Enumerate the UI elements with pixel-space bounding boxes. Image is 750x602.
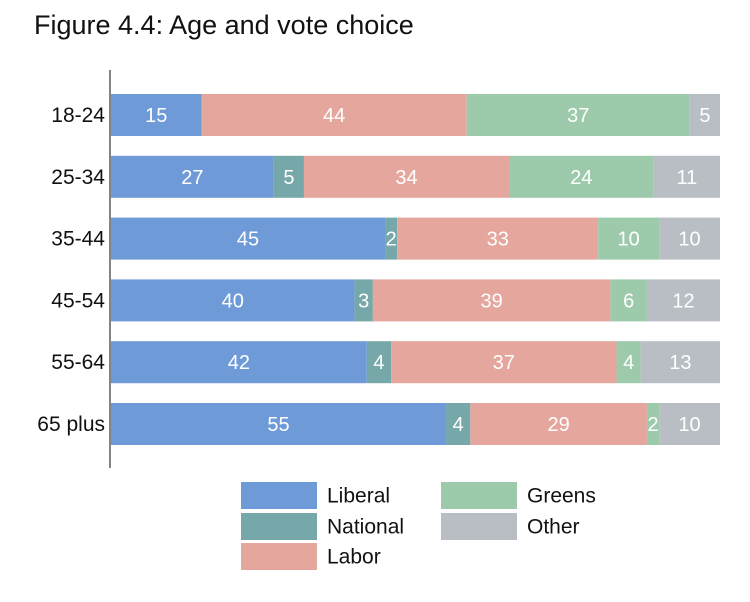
bar-other-55-64 [640,341,720,384]
legend-swatch-labor [241,543,317,570]
legend-swatch-greens [441,482,517,509]
data-label-liberal-18-24: 15 [145,105,167,127]
category-label-18-24: 18-24 [51,104,105,127]
bar-liberal-25-34 [111,155,274,198]
bar-other-35-44 [659,217,720,260]
bar-other-18-24 [689,94,720,136]
data-label-other-55-64: 13 [669,352,691,374]
bar-liberal-65-plus [111,403,446,445]
bar-greens-65-plus [646,403,660,445]
category-label-45-54: 45-54 [51,289,105,312]
bar-greens-35-44 [598,217,660,260]
legend-label-national: National [327,516,404,539]
data-label-other-18-24: 5 [699,105,710,127]
data-label-greens-45-54: 6 [623,290,634,312]
bar-liberal-45-54 [111,279,355,322]
legend-item-labor: Labor [241,543,381,570]
legend: Liberal National Labor Greens Other [241,482,596,570]
bar-national-55-64 [366,341,392,384]
legend-label-labor: Labor [327,546,381,569]
category-label-65-plus: 65 plus [37,413,105,436]
data-label-greens-25-34: 24 [570,167,592,189]
data-label-labor-65-plus: 29 [547,414,569,436]
data-label-liberal-55-64: 42 [228,352,250,374]
data-label-liberal-25-34: 27 [181,167,203,189]
legend-label-greens: Greens [527,485,596,508]
legend-swatch-national [241,513,317,540]
data-label-liberal-45-54: 40 [222,290,244,312]
bar-labor-55-64 [391,341,617,384]
data-label-labor-18-24: 44 [323,105,345,127]
data-label-other-25-34: 11 [676,167,697,189]
bar-liberal-35-44 [111,217,386,260]
data-label-liberal-35-44: 45 [237,229,259,251]
bar-greens-45-54 [610,279,647,322]
category-label-35-44: 35-44 [51,228,105,251]
chart-title: Figure 4.4: Age and vote choice [34,10,414,40]
bar-national-25-34 [273,155,304,198]
data-label-greens-18-24: 37 [567,105,589,127]
data-label-national-45-54: 3 [358,290,369,312]
bar-national-65-plus [445,403,471,445]
bar-labor-25-34 [303,155,509,198]
bar-other-45-54 [646,279,720,322]
data-label-labor-35-44: 33 [487,229,509,251]
bar-greens-55-64 [616,341,641,384]
category-label-25-34: 25-34 [51,166,105,189]
legend-item-national: National [241,513,404,540]
legend-item-liberal: Liberal [241,482,390,509]
bar-national-35-44 [385,217,398,260]
bar-liberal-18-24 [111,94,202,136]
legend-item-other: Other [441,513,580,540]
bar-greens-25-34 [508,155,654,198]
bar-other-25-34 [653,155,720,198]
bar-labor-65-plus [470,403,647,445]
legend-swatch-liberal [241,482,317,509]
bar-other-65-plus [659,403,720,445]
bar-labor-45-54 [372,279,611,322]
legend-swatch-other [441,513,517,540]
data-label-labor-25-34: 34 [395,167,417,189]
bar-greens-18-24 [466,94,690,136]
data-label-national-65-plus: 4 [453,414,464,436]
legend-item-greens: Greens [441,482,596,509]
bar-national-45-54 [354,279,373,322]
data-label-greens-55-64: 4 [623,352,634,374]
data-label-national-55-64: 4 [373,352,384,374]
legend-label-other: Other [527,516,580,539]
data-label-other-65-plus: 10 [678,414,700,436]
axis-layer: 18-24 25-34 35-44 45-54 55-64 65 plus [37,70,111,468]
data-label-other-35-44: 10 [678,229,700,251]
bar-labor-18-24 [201,94,467,136]
category-label-55-64: 55-64 [51,351,105,374]
data-label-greens-35-44: 10 [618,229,640,251]
bar-labor-35-44 [397,217,599,260]
data-label-greens-65-plus: 2 [647,414,658,436]
data-label-other-45-54: 12 [672,290,694,312]
data-label-national-25-34: 5 [283,167,294,189]
data-label-labor-45-54: 39 [481,290,503,312]
data-label-liberal-65-plus: 55 [267,414,289,436]
data-label-labor-55-64: 37 [493,352,515,374]
data-label-national-35-44: 2 [386,229,397,251]
legend-label-liberal: Liberal [327,485,390,508]
bar-liberal-55-64 [111,341,367,384]
